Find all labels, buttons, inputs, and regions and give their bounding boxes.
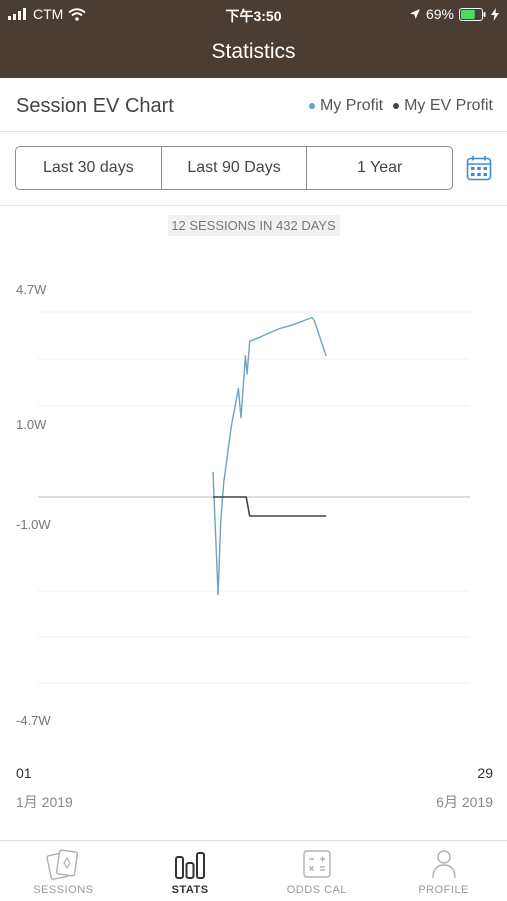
- cards-icon: [46, 849, 79, 880]
- chart-title: Session EV Chart: [16, 95, 174, 117]
- legend-item-my-profit[interactable]: My Profit: [308, 97, 384, 115]
- signal-icon: [8, 8, 26, 20]
- chart-header: Session EV Chart My Profit My EV Profit: [0, 80, 507, 130]
- charging-bolt-icon: [491, 7, 499, 21]
- sessions-summary-badge: 12 SESSIONS IN 432 DAYS: [167, 215, 340, 236]
- series-line-my-profit: [212, 316, 327, 596]
- battery-icon: [459, 7, 486, 21]
- calendar-icon[interactable]: [466, 155, 492, 181]
- status-left: CTM: [8, 6, 86, 22]
- range-1-year-button[interactable]: 1 Year: [356, 159, 403, 176]
- x-start-month-label: 1月 2019: [16, 794, 73, 810]
- wifi-icon: [68, 7, 86, 21]
- x-end-month-label: 6月 2019: [436, 794, 493, 810]
- legend-item-my-ev-profit[interactable]: My EV Profit: [393, 97, 493, 115]
- status-bar: CTM 下午3:50 69%: [0, 0, 507, 28]
- bar-chart-icon: [175, 852, 206, 879]
- page-title: Statistics: [211, 40, 296, 63]
- tab-stats[interactable]: STATS: [127, 841, 254, 901]
- selector-divider: [0, 205, 507, 206]
- range-last-90-days-button[interactable]: Last 90 Days: [162, 147, 308, 189]
- y-tick-label-1: 1.0W: [16, 417, 47, 432]
- session-ev-chart: 4.7W 1.0W -1.0W -4.7W: [16, 282, 470, 728]
- x-end-label: 29: [477, 765, 493, 781]
- chart-legend: My Profit My EV Profit: [308, 97, 493, 115]
- header-divider: [0, 131, 507, 132]
- y-tick-label-0: 4.7W: [16, 282, 47, 297]
- tab-sessions-label: SESSIONS: [33, 884, 94, 896]
- bottom-tab-bar: SESSIONS STATS ODDS CAL PROFILE: [0, 840, 507, 901]
- tab-odds-cal[interactable]: ODDS CAL: [254, 841, 381, 901]
- carrier-label: CTM: [33, 6, 64, 22]
- x-axis-labels: 01 29 1月 2019 6月 2019: [16, 765, 493, 810]
- x-start-label: 01: [16, 765, 32, 781]
- range-last-30-days-button[interactable]: Last 30 days: [16, 147, 162, 189]
- legend-dot-my-profit: [308, 102, 315, 109]
- status-right: 69%: [409, 6, 499, 22]
- calculator-icon: [303, 850, 331, 878]
- battery-percent: 69%: [425, 6, 454, 22]
- legend-label-my-ev-profit: My EV Profit: [404, 97, 493, 114]
- legend-label-my-profit: My Profit: [319, 97, 384, 114]
- tab-stats-label: STATS: [171, 884, 209, 896]
- tab-sessions[interactable]: SESSIONS: [0, 841, 127, 901]
- tab-odds-cal-label: ODDS CAL: [286, 884, 347, 896]
- person-icon: [431, 850, 456, 879]
- nav-bar: Statistics: [0, 28, 507, 78]
- date-range-selector: Last 30 days Last 90 Days 1 Year: [15, 146, 453, 190]
- tab-profile-label: PROFILE: [418, 884, 469, 896]
- y-tick-label-3: -4.7W: [16, 713, 51, 728]
- y-tick-label-2: -1.0W: [16, 517, 51, 532]
- tab-profile[interactable]: PROFILE: [380, 841, 507, 901]
- series-line-my-ev-profit: [213, 496, 327, 517]
- legend-dot-my-ev-profit: [393, 102, 400, 109]
- location-arrow-icon: [409, 9, 420, 19]
- status-time: 下午3:50: [225, 8, 282, 24]
